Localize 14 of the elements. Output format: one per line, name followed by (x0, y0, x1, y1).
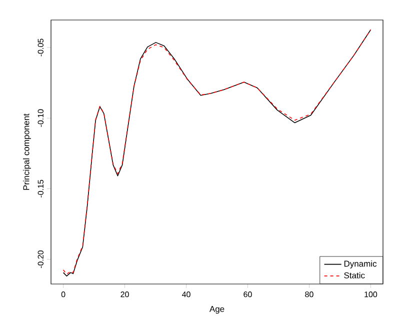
y-tick-label: -0.05 (38, 38, 44, 56)
x-tick-label: 0 (61, 292, 66, 298)
x-tick-label: 80 (305, 292, 314, 298)
x-tick-label: 20 (120, 292, 129, 298)
y-tick-label: -0.20 (38, 250, 44, 268)
y-tick-label: -0.10 (38, 109, 44, 127)
y-axis-title: Principal component (23, 114, 31, 190)
y-tick-label: -0.15 (38, 180, 44, 198)
x-tick-label: 100 (364, 292, 378, 298)
legend-label: Static (344, 272, 365, 278)
legend-label: Dynamic (344, 260, 377, 268)
x-axis-title: Age (209, 306, 224, 314)
x-tick-label: 60 (244, 292, 252, 298)
x-tick-label: 40 (182, 292, 190, 298)
